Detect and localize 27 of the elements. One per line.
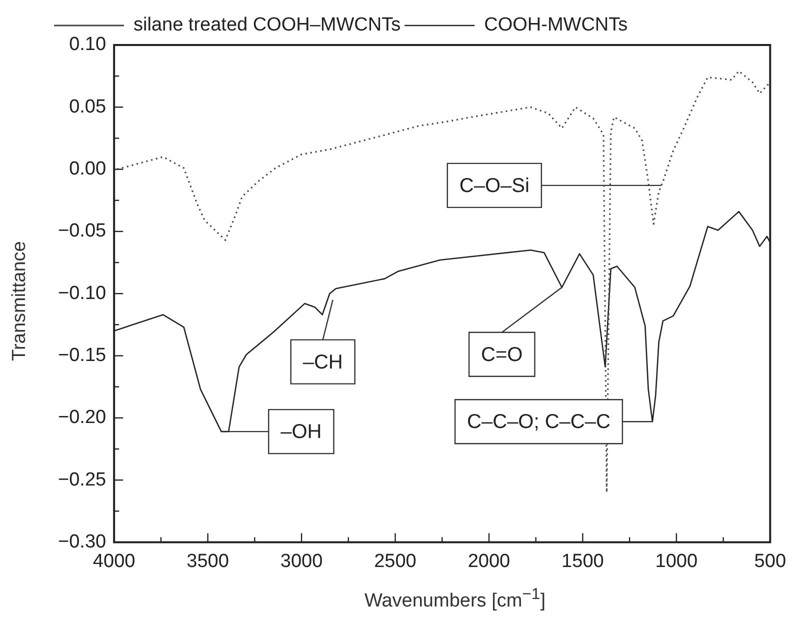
x-tick-label: 3500 (186, 550, 229, 572)
y-axis-title: Transmittance (9, 240, 31, 363)
y-tick-label: 0.05 (69, 96, 106, 118)
legend-label: silane treated COOH–MWCNTs (134, 14, 401, 36)
x-axis-title: Wavenumbers [cm$^{−1}$] (364, 586, 546, 612)
x-tick-label: 500 (754, 550, 786, 572)
y-tick-label: −0.10 (58, 282, 106, 304)
annotation: C–O–Si (459, 174, 530, 197)
x-tick-label: 4000 (92, 550, 136, 572)
x-tick-label: 1000 (655, 550, 698, 572)
y-tick-label: 0.10 (69, 34, 106, 56)
annotation: –OH (280, 421, 322, 444)
y-tick-label: −0.25 (58, 469, 106, 490)
y-tick-label: −0.30 (58, 531, 106, 552)
annotation: C–C–O; C–C–C (467, 411, 610, 434)
y-tick-label: 0.00 (69, 158, 106, 180)
y-tick-label: −0.05 (58, 220, 106, 242)
y-tick-label: −0.15 (58, 344, 106, 366)
x-tick-label: 3000 (280, 550, 323, 572)
x-tick-label: 2500 (374, 550, 416, 572)
line-series (116, 70, 770, 494)
annotation: C=O (481, 344, 523, 366)
x-tick-label: 2000 (468, 550, 510, 572)
legend-label: COOH-MWCNTs (484, 14, 628, 36)
y-tick-label: −0.20 (58, 407, 106, 428)
annotation: –CH (302, 351, 343, 374)
x-tick-label: 1500 (562, 550, 604, 572)
